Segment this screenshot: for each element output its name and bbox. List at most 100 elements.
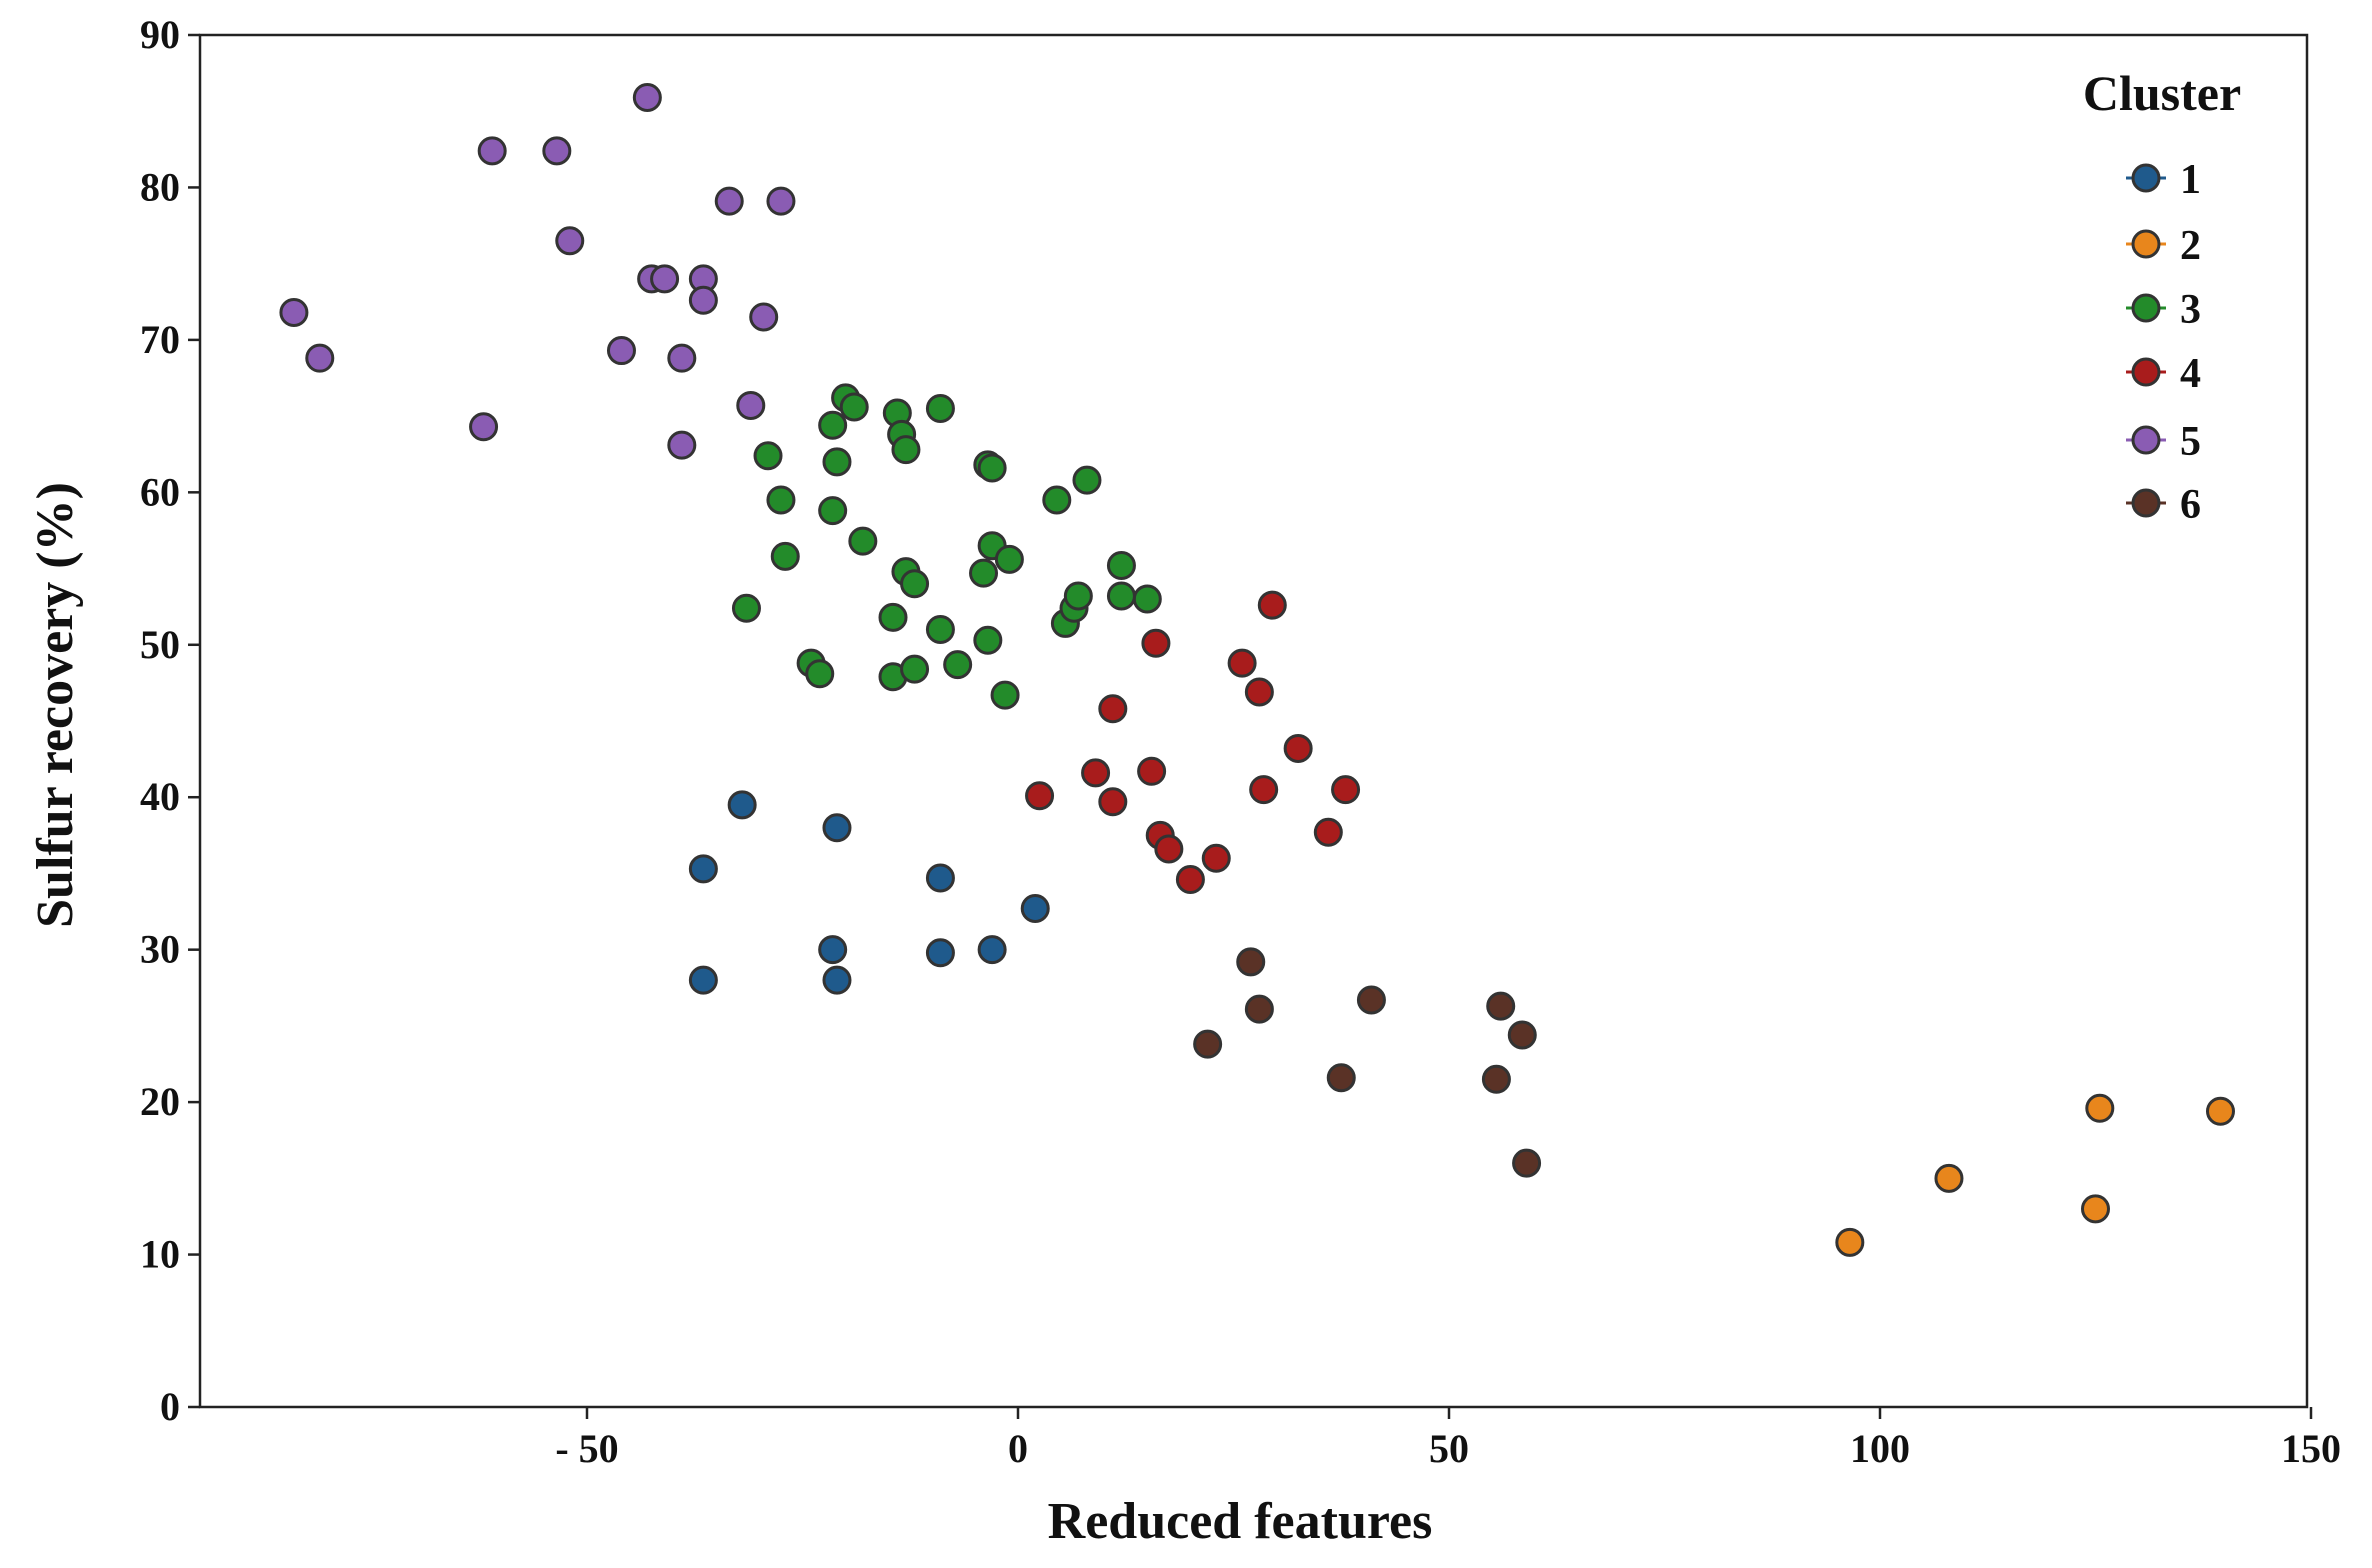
data-point-cluster-3: [943, 650, 973, 680]
data-point-cluster-1: [925, 938, 955, 968]
data-point-cluster-3: [818, 496, 848, 526]
y-tick-label: 40: [140, 774, 180, 819]
legend-title: Cluster: [2083, 65, 2241, 121]
data-point-cluster-5: [714, 186, 744, 216]
data-point-cluster-6: [1512, 1148, 1542, 1178]
data-point-cluster-4: [1331, 775, 1361, 805]
data-point-cluster-5: [688, 285, 718, 315]
data-point-cluster-5: [736, 390, 766, 420]
data-point-cluster-4: [1098, 787, 1128, 817]
data-point-cluster-2: [2205, 1096, 2235, 1126]
legend-label: 6: [2180, 482, 2201, 528]
data-point-cluster-3: [848, 526, 878, 556]
data-point-cluster-5: [305, 343, 335, 373]
legend-marker: [2131, 357, 2161, 387]
y-tick-label: 50: [140, 622, 180, 667]
data-point-cluster-5: [555, 226, 585, 256]
data-point-cluster-2: [1934, 1163, 1964, 1193]
data-point-cluster-3: [900, 654, 930, 684]
data-point-cluster-3: [731, 593, 761, 623]
data-point-cluster-6: [1244, 994, 1274, 1024]
data-point-cluster-3: [973, 625, 1003, 655]
data-point-cluster-5: [279, 297, 309, 327]
data-point-cluster-5: [469, 412, 499, 442]
data-point-cluster-3: [977, 453, 1007, 483]
y-axis-title: Sulfur recovery (%): [27, 482, 84, 928]
legend-label: 2: [2180, 223, 2201, 269]
data-point-cluster-5: [606, 336, 636, 366]
data-point-cluster-4: [1227, 648, 1257, 678]
data-point-cluster-4: [1141, 628, 1171, 658]
x-axis: - 50 0 50 100 150: [555, 1407, 2341, 1471]
y-tick-label: 10: [140, 1232, 180, 1277]
data-point-cluster-4: [1283, 733, 1313, 763]
data-point-cluster-2: [2081, 1194, 2110, 1224]
data-point-cluster-5: [667, 430, 697, 460]
data-point-cluster-4: [1313, 817, 1343, 847]
data-point-cluster-3: [1106, 551, 1136, 581]
plot-area: [198, 33, 2309, 1409]
data-point-cluster-1: [818, 935, 848, 965]
legend-label: 4: [2180, 351, 2201, 397]
data-point-cluster-1: [688, 965, 718, 995]
data-point-cluster-3: [1042, 485, 1072, 515]
data-point-cluster-5: [477, 136, 507, 166]
legend-label: 1: [2180, 157, 2201, 203]
y-tick-label: 0: [160, 1384, 180, 1429]
data-point-cluster-6: [1486, 991, 1516, 1021]
y-tick-label: 60: [140, 469, 180, 514]
data-point-cluster-3: [878, 602, 908, 632]
data-point-cluster-3: [900, 569, 930, 599]
legend-marker: [2131, 293, 2161, 323]
data-point-cluster-4: [1244, 677, 1274, 707]
data-point-cluster-6: [1507, 1020, 1537, 1050]
x-tick-label: - 50: [555, 1426, 618, 1471]
y-axis: 0 10 20 30 40 50 60 70 80 90: [140, 12, 200, 1429]
legend-marker: [2131, 229, 2161, 259]
data-point-cluster-4: [1098, 694, 1128, 724]
data-point-cluster-2: [1835, 1227, 1865, 1257]
data-point-cluster-3: [1132, 584, 1162, 614]
data-point-cluster-5: [542, 136, 572, 166]
data-point-cluster-4: [1154, 834, 1184, 864]
data-points: [279, 83, 2235, 1257]
data-point-cluster-3: [805, 659, 835, 689]
data-point-cluster-5: [749, 302, 779, 332]
data-point-cluster-1: [977, 935, 1007, 965]
x-tick-label: 0: [1008, 1426, 1028, 1471]
legend-marker: [2131, 488, 2161, 518]
y-tick-label: 90: [140, 12, 180, 57]
data-point-cluster-3: [891, 435, 921, 465]
data-point-cluster-1: [925, 863, 955, 893]
data-point-cluster-6: [1356, 985, 1386, 1015]
data-point-cluster-1: [822, 965, 852, 995]
data-point-cluster-6: [1481, 1064, 1511, 1094]
y-tick-label: 30: [140, 927, 180, 972]
data-point-cluster-6: [1326, 1063, 1356, 1093]
data-point-cluster-3: [925, 393, 955, 423]
data-point-cluster-3: [1106, 581, 1136, 611]
data-point-cluster-4: [1249, 775, 1279, 805]
legend-label: 3: [2180, 287, 2201, 333]
data-point-cluster-4: [1137, 756, 1167, 786]
legend-marker: [2131, 163, 2161, 193]
data-point-cluster-1: [688, 854, 718, 884]
data-point-cluster-1: [727, 790, 757, 820]
data-point-cluster-3: [990, 680, 1020, 710]
legend-label: 5: [2180, 419, 2201, 465]
data-point-cluster-3: [1072, 465, 1102, 495]
y-tick-label: 80: [140, 164, 180, 209]
data-point-cluster-3: [969, 558, 999, 588]
data-point-cluster-1: [1020, 894, 1050, 924]
data-point-cluster-6: [1193, 1029, 1223, 1059]
data-point-cluster-6: [1236, 947, 1266, 977]
data-point-cluster-4: [1081, 758, 1111, 788]
data-point-cluster-4: [1201, 843, 1231, 873]
data-point-cluster-4: [1175, 865, 1205, 895]
data-point-cluster-3: [818, 410, 848, 440]
data-point-cluster-3: [1063, 581, 1093, 611]
data-point-cluster-3: [839, 392, 869, 422]
data-point-cluster-5: [667, 343, 697, 373]
data-point-cluster-3: [994, 544, 1024, 574]
legend: Cluster 1 2 3 4 5 6: [2083, 65, 2241, 528]
